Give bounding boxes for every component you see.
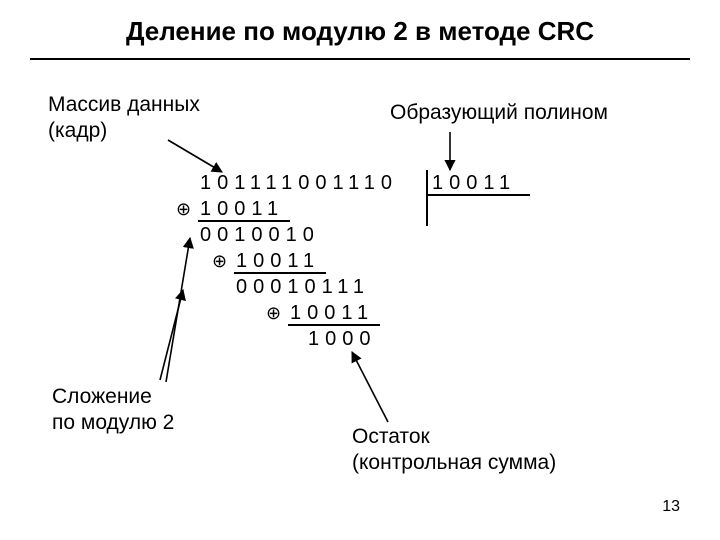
arrow-xor-1 [160,290,183,380]
label-generator: Образующий полином [390,100,608,126]
division-row-2: 10011 [236,250,320,273]
page-number: 13 [662,498,680,516]
division-underline-2 [234,272,326,274]
label-xor: Сложение по модулю 2 [52,384,174,437]
division-row-0: 10011 [200,198,284,221]
division-bracket-horizontal [426,194,530,196]
division-underline-0 [198,220,290,222]
label-xor-line2: по модулю 2 [52,410,174,436]
label-data-array: Массив данных (кадр) [48,92,200,145]
label-remainder: Остаток (контрольная сумма) [352,424,556,477]
title-underline [30,58,690,60]
division-underline-4 [288,324,380,326]
divisor: 10011 [432,172,516,195]
xor-mark-2: ⊕ [266,304,281,322]
label-data-array-line2: (кадр) [48,118,200,144]
label-xor-line1: Сложение [52,384,174,410]
dividend: 101111001110 [200,172,398,195]
arrow-xor-2 [166,238,190,382]
division-row-4: 10011 [290,302,374,325]
division-row-5: 1000 [308,328,377,351]
arrow-remainder [352,352,388,422]
label-remainder-line2: (контрольная сумма) [352,450,556,476]
division-row-1: 0010010 [200,224,320,247]
slide-title: Деление по модулю 2 в методе CRC [0,16,720,47]
label-data-array-line1: Массив данных [48,92,200,118]
xor-mark-1: ⊕ [212,252,227,270]
division-row-3: 00010111 [236,276,370,299]
xor-mark-0: ⊕ [176,200,191,218]
label-remainder-line1: Остаток [352,424,556,450]
division-bracket-vertical [426,170,428,226]
arrow-data-array [168,140,222,172]
